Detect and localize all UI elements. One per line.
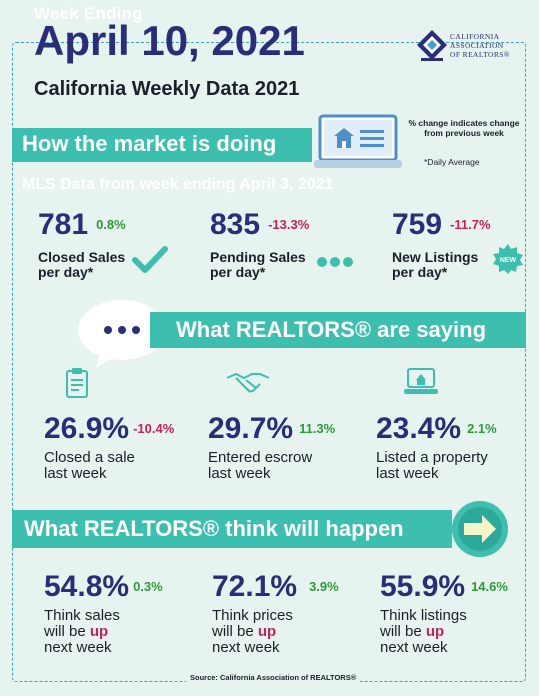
new-badge-icon: NEW: [493, 244, 523, 274]
stat-label-line-1: Closed Sales: [38, 249, 126, 265]
stat-label: New Listings per day*: [392, 250, 491, 280]
change-note: % change indicates change from previous …: [408, 118, 520, 138]
stat-label-line-2: last week: [208, 465, 271, 482]
stat-value: 759: [392, 208, 443, 241]
stat-pending-sales: 835 -13.3% Pending Sales per day*: [210, 210, 309, 280]
daily-average-note: *Daily Average: [424, 157, 480, 167]
stat-label: Closed Sales per day*: [38, 250, 126, 280]
stat-think-sales: 54.8% 0.3% Think sales will be up next we…: [44, 572, 163, 656]
stat-change: -11.7%: [450, 217, 491, 232]
stat-closed-a-sale: 26.9% -10.4% Closed a sale last week: [44, 414, 174, 482]
laptop-house-icon: [314, 114, 402, 168]
checkmark-icon: [132, 246, 168, 273]
stat-label-line-3: next week: [44, 639, 112, 656]
stat-change: 0.8%: [96, 217, 126, 232]
stat-change: -13.3%: [268, 217, 310, 232]
stat-label-text: will be: [44, 623, 90, 640]
stat-value: 26.9%: [44, 412, 130, 445]
page-subtitle: California Weekly Data 2021: [34, 78, 300, 100]
stat-change: 11.3%: [299, 421, 336, 436]
stat-label-line-1: New Listings: [392, 249, 479, 265]
car-logo-text: CALIFORNIA ASSOCIATION OF REALTORS®: [450, 32, 510, 59]
speech-bubble-icon: [78, 300, 166, 368]
stat-label-line-3: next week: [380, 639, 448, 656]
section-think-title: What REALTORS® think will happen: [12, 510, 452, 548]
stat-label: Pending Sales per day*: [210, 250, 309, 280]
stat-think-prices: 72.1% 3.9% Think prices will be up next w…: [212, 572, 339, 656]
stat-label-line-1: Pending Sales: [210, 249, 306, 265]
stat-label: Entered escrow last week: [208, 450, 335, 482]
logo-line-1: CALIFORNIA: [450, 32, 500, 41]
stat-label-line-3: next week: [212, 639, 280, 656]
stat-new-listings: 759 -11.7% New Listings per day*: [392, 210, 491, 280]
stat-label-up: up: [257, 623, 277, 640]
stat-value: 23.4%: [376, 412, 462, 445]
stat-label: Think sales will be up next week: [44, 608, 163, 656]
source-note: Source: California Association of REALTO…: [186, 673, 361, 682]
stat-change: 14.6%: [471, 579, 508, 594]
stat-change: 3.9%: [309, 579, 339, 594]
stat-value: 835: [210, 208, 261, 241]
stat-value: 54.8%: [44, 570, 130, 603]
stat-value: 29.7%: [208, 412, 294, 445]
stat-label-line-2: will be up: [44, 624, 163, 640]
stat-entered-escrow: 29.7% 11.3% Entered escrow last week: [208, 414, 335, 482]
stat-label-line-1: Think prices: [212, 607, 293, 624]
stat-label-text: will be: [212, 623, 258, 640]
clipboard-icon: [66, 368, 88, 398]
section-saying-title: What REALTORS® are saying: [150, 312, 526, 348]
arrow-right-icon: [452, 501, 508, 557]
laptop-icon: [404, 368, 438, 394]
stat-label: Listed a property last week: [376, 450, 497, 482]
stat-value: 72.1%: [212, 570, 298, 603]
stat-label-up: up: [425, 623, 445, 640]
stat-label-line-2: per day*: [38, 264, 94, 280]
car-logo-icon: [417, 30, 447, 61]
stat-label-line-1: Think listings: [380, 607, 467, 624]
stat-label: Closed a sale last week: [44, 450, 174, 482]
stat-listed-a-property: 23.4% 2.1% Listed a property last week: [376, 414, 497, 482]
stat-label-line-2: will be up: [380, 624, 508, 640]
stat-label-text: will be: [380, 623, 426, 640]
stat-label-line-2: per day*: [210, 264, 266, 280]
stat-value: 55.9%: [380, 570, 466, 603]
ellipsis-icon: [317, 257, 353, 267]
stat-label-line-1: Listed a property: [376, 449, 488, 466]
stat-label-line-2: will be up: [212, 624, 339, 640]
stat-label-up: up: [89, 623, 109, 640]
stat-label: Think prices will be up next week: [212, 608, 339, 656]
stat-closed-sales: 781 0.8% Closed Sales per day*: [38, 210, 126, 280]
stat-label-line-1: Closed a sale: [44, 449, 135, 466]
stat-label-line-2: last week: [376, 465, 439, 482]
stat-label: Think listings will be up next week: [380, 608, 508, 656]
logo-line-3: OF REALTORS®: [450, 50, 510, 59]
logo-line-2: ASSOCIATION: [450, 41, 504, 50]
stat-label-line-1: Think sales: [44, 607, 120, 624]
stat-label-line-1: Entered escrow: [208, 449, 313, 466]
stat-value: 781: [38, 208, 89, 241]
week-ending-label: Week Ending: [34, 4, 143, 23]
mls-data-line: MLS Data from week ending April 3, 2021: [22, 176, 334, 193]
stat-think-listings: 55.9% 14.6% Think listings will be up nex…: [380, 572, 508, 656]
stat-label-line-2: per day*: [392, 264, 448, 280]
section-market-title: How the market is doing: [12, 128, 312, 162]
stat-change: 0.3%: [133, 579, 163, 594]
stat-label-line-2: last week: [44, 465, 107, 482]
stat-change: -10.4%: [133, 421, 175, 436]
page-title: April 10, 2021: [34, 17, 305, 64]
stat-change: 2.1%: [467, 421, 497, 436]
car-logo: CALIFORNIA ASSOCIATION OF REALTORS®: [417, 28, 527, 68]
new-badge-text: NEW: [500, 257, 517, 264]
handshake-icon: [226, 372, 270, 393]
